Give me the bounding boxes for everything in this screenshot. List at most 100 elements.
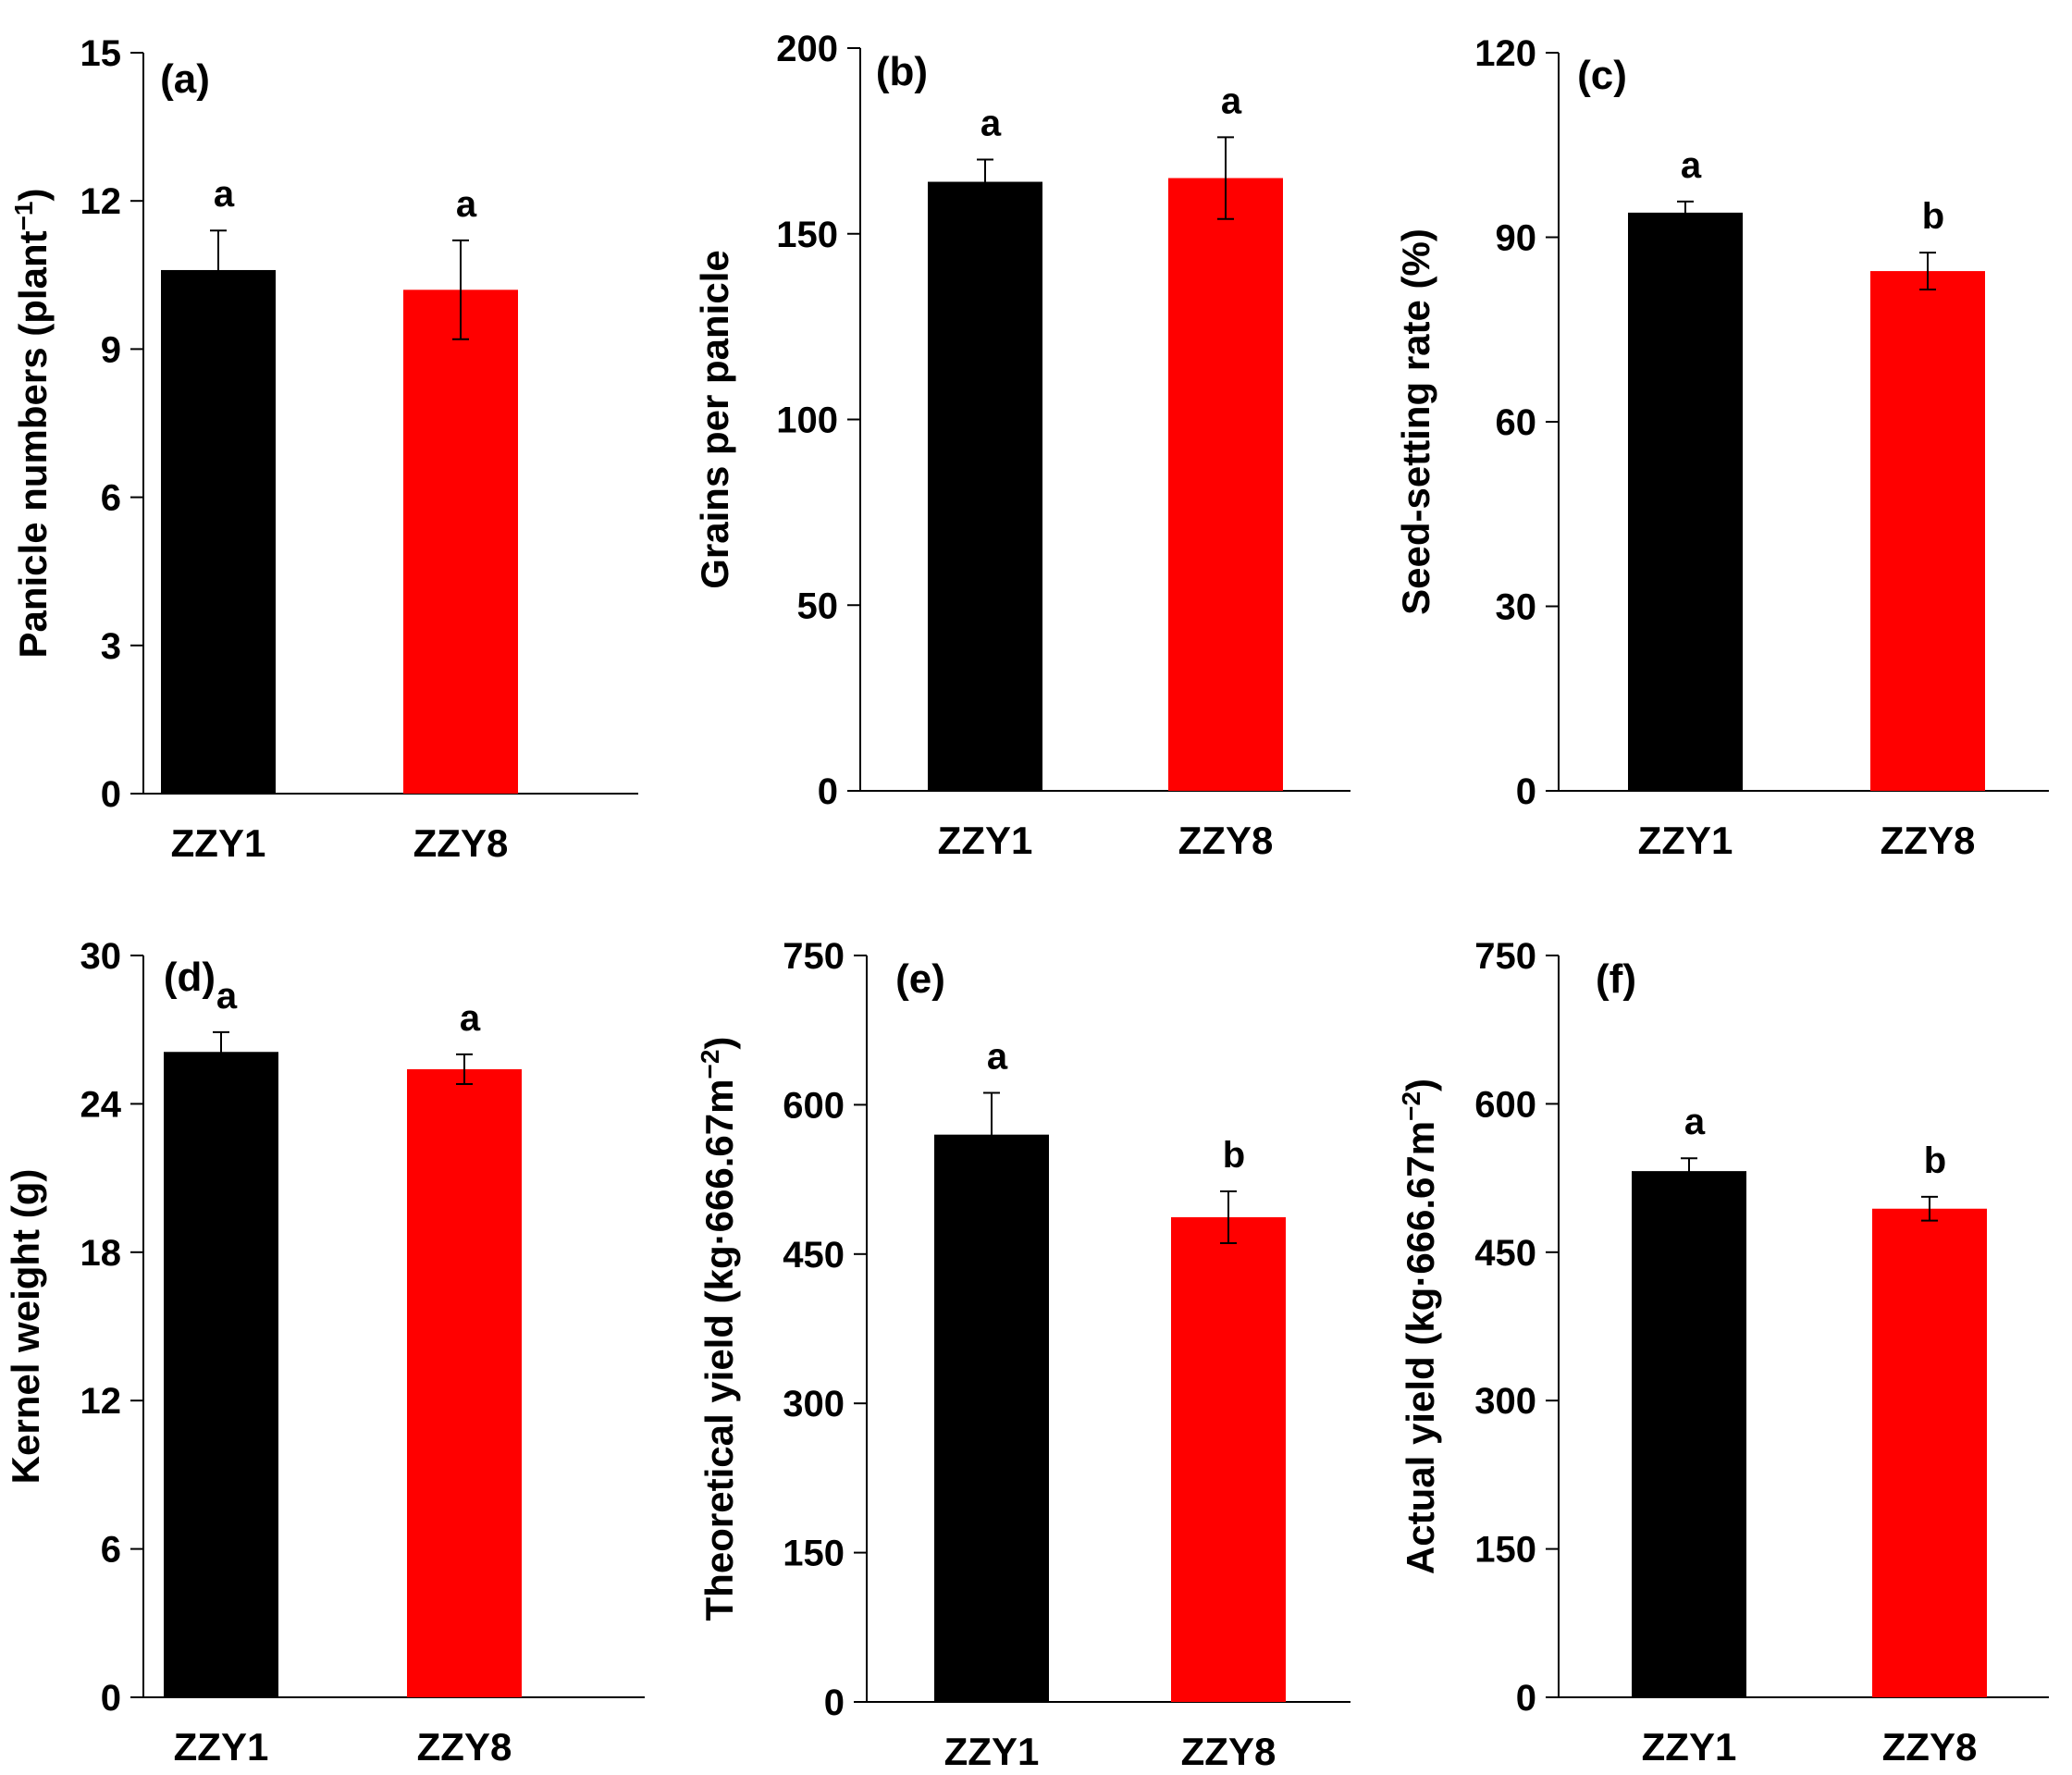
significance-label: a	[980, 103, 1002, 143]
y-tick-label: 18	[80, 1233, 122, 1274]
y-tick-label: 200	[776, 29, 838, 69]
y-axis-title-main: Panicle numbers (plant	[11, 230, 55, 658]
y-tick-label: 50	[797, 586, 839, 626]
significance-label: a	[456, 184, 477, 225]
panel-tag: (a)	[160, 56, 210, 102]
bar-zzy1	[161, 269, 276, 795]
bar-zzy8	[1168, 178, 1283, 791]
y-tick-label: 100	[776, 401, 838, 441]
significance-label: a	[216, 976, 238, 1017]
y-tick-label: 6	[101, 1530, 121, 1571]
panel-tag: (f)	[1596, 956, 1636, 1002]
y-tick-label: 0	[101, 774, 121, 815]
significance-label: a	[460, 998, 481, 1039]
bar-zzy8	[1171, 1216, 1286, 1702]
y-tick-label: 300	[1474, 1381, 1536, 1422]
y-axis-title: Panicle numbers (plant−1)	[9, 188, 56, 658]
y-tick-label: 300	[783, 1384, 845, 1424]
y-tick-label: 15	[80, 33, 122, 74]
y-tick-label: 0	[101, 1678, 121, 1719]
y-axis-title-tail: )	[697, 1037, 741, 1050]
significance-label: b	[1223, 1135, 1245, 1176]
chart-panel-5: 0 150 300 450 600 750 a ZZY1 b ZZY8 (e) Theoretical…	[696, 936, 1350, 1773]
significance-label: a	[1681, 145, 1702, 186]
y-tick-label: 750	[783, 936, 845, 977]
y-tick-label: 30	[1496, 587, 1537, 628]
category-label: ZZY1	[944, 1730, 1040, 1773]
y-tick-label: 750	[1474, 936, 1536, 977]
y-axis-title: Theoretical yield (kg·666.67m−2)	[696, 1037, 742, 1621]
y-tick-label: 600	[1474, 1084, 1536, 1125]
panel-tag: (b)	[876, 49, 928, 94]
significance-label: a	[1684, 1102, 1706, 1142]
y-axis-title-tail: )	[1399, 1079, 1442, 1091]
y-tick-label: 9	[101, 329, 121, 370]
y-tick-label: 450	[783, 1235, 845, 1276]
category-label: ZZY1	[938, 819, 1033, 862]
y-axis-title: Seed-setting rate (%)	[1394, 228, 1437, 615]
y-tick-label: 0	[1516, 1678, 1536, 1719]
category-label: ZZY8	[1882, 1725, 1978, 1769]
y-tick-label: 12	[80, 181, 122, 222]
bar-zzy1	[1632, 1171, 1746, 1697]
category-label: ZZY8	[1881, 819, 1976, 862]
y-tick-label: 0	[818, 771, 838, 812]
bar-zzy1	[928, 181, 1042, 792]
y-tick-label: 30	[80, 936, 122, 977]
panel-tag: (d)	[164, 955, 216, 1000]
bar-zzy8	[407, 1068, 522, 1697]
bar-zzy1	[164, 1052, 278, 1697]
bar-zzy8	[403, 290, 518, 794]
significance-label: a	[214, 174, 235, 215]
y-axis-title-superscript: −1	[9, 201, 38, 230]
y-axis-title: Grains per panicle	[693, 250, 736, 588]
chart-panel-3: 0 30 60 90 120 a ZZY1 b ZZY8 (c) Seed-setting rate…	[1394, 33, 2049, 862]
y-axis-title-superscript: −2	[696, 1050, 724, 1079]
y-tick-label: 450	[1474, 1233, 1536, 1274]
category-label: ZZY8	[417, 1725, 512, 1769]
significance-label: b	[1922, 196, 1944, 237]
significance-label: b	[1924, 1140, 1946, 1181]
panel-tag: (c)	[1577, 53, 1627, 98]
category-label: ZZY8	[1181, 1730, 1276, 1773]
chart-panel-4: 0 6 12 18 24 30 a ZZY1 a ZZY8 (d) Kernel weight (g)	[4, 936, 645, 1769]
y-tick-label: 6	[101, 478, 121, 519]
y-tick-label: 120	[1474, 33, 1536, 74]
y-tick-label: 24	[80, 1084, 122, 1125]
bar-zzy1	[1628, 212, 1743, 791]
chart-panel-6: 0 150 300 450 600 750 a ZZY1 b ZZY8 (f) Actual yiel…	[1397, 936, 2049, 1769]
category-label: ZZY1	[171, 821, 266, 865]
panel-tag: (e)	[895, 956, 945, 1002]
category-label: ZZY8	[1178, 819, 1274, 862]
y-tick-label: 12	[80, 1381, 122, 1422]
y-tick-label: 150	[783, 1534, 845, 1574]
significance-label: a	[987, 1036, 1008, 1077]
y-tick-label: 90	[1496, 218, 1537, 259]
y-axis-title-main: Kernel weight (g)	[4, 1169, 47, 1485]
y-axis-title-main: Actual yield (kg·666.67m	[1399, 1121, 1442, 1574]
chart-panel-2: 0 50 100 150 200 a ZZY1 a ZZY8 (b) Grains per pani…	[693, 29, 1350, 862]
y-axis-title: Kernel weight (g)	[4, 1169, 47, 1485]
y-tick-label: 0	[1516, 771, 1536, 812]
bar-zzy8	[1870, 271, 1985, 791]
y-tick-label: 3	[101, 626, 121, 667]
category-label: ZZY1	[174, 1725, 269, 1769]
y-tick-label: 0	[824, 1683, 845, 1723]
y-axis-title-tail: )	[11, 188, 55, 201]
bar-zzy8	[1872, 1208, 1987, 1697]
y-axis-title-main: Grains per panicle	[693, 250, 736, 588]
category-label: ZZY8	[413, 821, 509, 865]
y-axis-title: Actual yield (kg·666.67m−2)	[1397, 1079, 1443, 1574]
category-label: ZZY1	[1642, 1725, 1737, 1769]
y-tick-label: 60	[1496, 402, 1537, 443]
y-axis-title-main: Seed-setting rate (%)	[1394, 228, 1437, 615]
category-label: ZZY1	[1638, 819, 1733, 862]
y-tick-label: 150	[776, 215, 838, 255]
y-axis-title-main: Theoretical yield (kg·666.67m	[697, 1079, 741, 1621]
y-tick-label: 600	[783, 1085, 845, 1126]
y-tick-label: 150	[1474, 1530, 1536, 1571]
significance-label: a	[1221, 80, 1242, 121]
bar-zzy1	[934, 1134, 1049, 1702]
y-axis-title-superscript: −2	[1397, 1091, 1425, 1121]
